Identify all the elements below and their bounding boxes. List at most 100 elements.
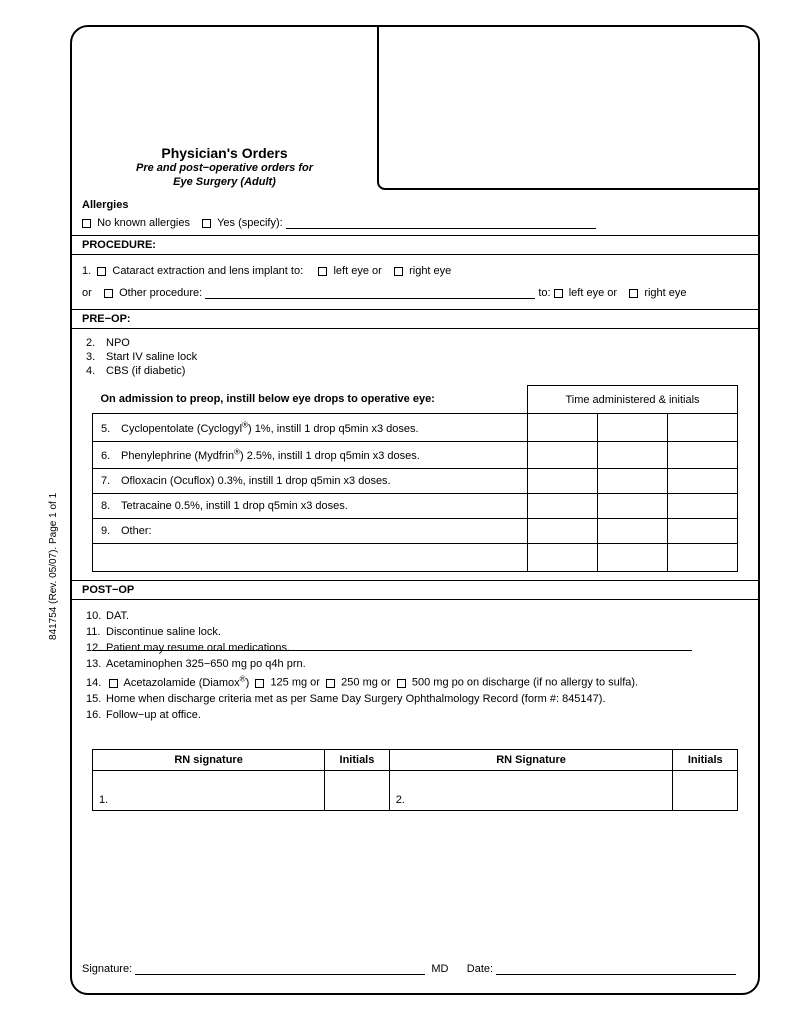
time-cell[interactable] xyxy=(598,414,668,442)
col-init-1: Initials xyxy=(325,749,390,770)
item-num: 9. xyxy=(101,525,121,537)
label-left-eye-1: left eye or xyxy=(333,265,381,277)
table-row xyxy=(93,544,738,572)
md-signature-line[interactable] xyxy=(135,963,425,975)
item-num: 16. xyxy=(86,709,106,721)
other-proc-line[interactable] xyxy=(205,287,535,299)
table-row: 7.Ofloxacin (Ocuflox) 0.3%, instill 1 dr… xyxy=(93,469,738,494)
label-125mg: 125 mg or xyxy=(270,677,320,689)
date-line[interactable] xyxy=(496,963,736,975)
list-item: 4.CBS (if diabetic) xyxy=(86,365,748,377)
title-block: Physician's Orders Pre and post−operativ… xyxy=(72,145,377,190)
checkbox-diamox[interactable] xyxy=(109,679,118,688)
checkbox-cataract[interactable] xyxy=(97,267,106,276)
signature-table: RN signature Initials RN Signature Initi… xyxy=(92,749,738,811)
list-item: 11.Discontinue saline lock. xyxy=(86,626,748,638)
item-text: Follow−up at office. xyxy=(106,709,201,721)
checkbox-other-proc[interactable] xyxy=(104,289,113,298)
time-cell[interactable] xyxy=(598,544,668,572)
item-text: Home when discharge criteria met as per … xyxy=(106,693,606,705)
time-cell[interactable] xyxy=(598,469,668,494)
blank-med-cell[interactable] xyxy=(93,544,528,572)
proc-1-num: 1. xyxy=(82,265,91,277)
checkbox-right-eye-1[interactable] xyxy=(394,267,403,276)
item-num: 13. xyxy=(86,658,106,670)
rn-sig-2[interactable]: 2. xyxy=(389,770,673,810)
time-cell[interactable] xyxy=(598,519,668,544)
init-2[interactable] xyxy=(673,770,738,810)
list-item: 12.Patient may resume oral medications. xyxy=(86,642,748,654)
time-cell[interactable] xyxy=(528,441,598,469)
checkbox-no-allergies[interactable] xyxy=(82,219,91,228)
proc-to: to: xyxy=(538,287,550,299)
title-sub2: Eye Surgery (Adult) xyxy=(72,175,377,189)
label-500mg: 500 mg po on discharge (if no allergy to… xyxy=(412,677,638,689)
list-item: 16.Follow−up at office. xyxy=(86,709,748,721)
time-cell[interactable] xyxy=(668,519,738,544)
item-num: 6. xyxy=(101,450,121,462)
preop-heading: PRE−OP: xyxy=(72,309,758,329)
checkbox-left-eye-1[interactable] xyxy=(318,267,327,276)
procedure-row-2: or Other procedure: to: left eye or righ… xyxy=(72,283,758,309)
item-text: DAT. xyxy=(106,610,129,622)
list-item: 3.Start IV saline lock xyxy=(86,351,748,363)
time-cell[interactable] xyxy=(668,544,738,572)
time-header: Time administered & initials xyxy=(528,386,738,414)
label-other-proc: Other procedure: xyxy=(119,287,202,299)
time-cell[interactable] xyxy=(528,469,598,494)
time-cell[interactable] xyxy=(668,441,738,469)
time-cell[interactable] xyxy=(598,494,668,519)
tab-cutout xyxy=(377,25,760,190)
postop-list: 10.DAT. 11.Discontinue saline lock. 12.P… xyxy=(72,600,758,731)
list-item-14: 14. Acetazolamide (Diamox®) 125 mg or 25… xyxy=(86,674,748,689)
checkbox-125mg[interactable] xyxy=(255,679,264,688)
time-cell[interactable] xyxy=(528,494,598,519)
form-frame: Physician's Orders Pre and post−operativ… xyxy=(70,25,760,995)
time-cell[interactable] xyxy=(528,414,598,442)
item-num: 3. xyxy=(86,351,106,363)
preop-instruct: On admission to preop, instill below eye… xyxy=(101,393,435,405)
item-num: 10. xyxy=(86,610,106,622)
checkbox-left-eye-2[interactable] xyxy=(554,289,563,298)
meds-table: On admission to preop, instill below eye… xyxy=(92,385,738,572)
table-row: 9.Other: xyxy=(93,519,738,544)
item-text: Discontinue saline lock. xyxy=(106,626,221,638)
proc-1-text: Cataract extraction and lens implant to: xyxy=(112,265,303,277)
allergies-row: No known allergies Yes (specify): xyxy=(72,213,758,235)
allergies-specify-line[interactable] xyxy=(286,217,596,229)
label-250mg: 250 mg or xyxy=(341,677,391,689)
item-num: 8. xyxy=(101,500,121,512)
checkbox-500mg[interactable] xyxy=(397,679,406,688)
time-cell[interactable] xyxy=(598,441,668,469)
title-sub1: Pre and post−operative orders for xyxy=(72,161,377,175)
table-row: 8.Tetracaine 0.5%, instill 1 drop q5min … xyxy=(93,494,738,519)
label-no-allergies: No known allergies xyxy=(97,217,190,229)
col-init-2: Initials xyxy=(673,749,738,770)
item-text: Acetaminophen 325−650 mg po q4h prn. xyxy=(106,658,306,670)
table-row: 6.Phenylephrine (Mydfrin®) 2.5%, instill… xyxy=(93,441,738,469)
item-text: NPO xyxy=(106,337,130,349)
row-num: 1. xyxy=(99,794,108,806)
rn-sig-1[interactable]: 1. xyxy=(93,770,325,810)
time-cell[interactable] xyxy=(528,544,598,572)
init-1[interactable] xyxy=(325,770,390,810)
title-main: Physician's Orders xyxy=(72,145,377,161)
label-yes-allergies: Yes (specify): xyxy=(217,217,283,229)
time-cell[interactable] xyxy=(668,414,738,442)
time-cell[interactable] xyxy=(668,494,738,519)
md-label: MD xyxy=(431,963,448,975)
checkbox-yes-allergies[interactable] xyxy=(202,219,211,228)
item-num: 4. xyxy=(86,365,106,377)
postop-heading: POST−OP xyxy=(72,580,758,599)
item-num: 15. xyxy=(86,693,106,705)
item-text: Ofloxacin (Ocuflox) 0.3%, instill 1 drop… xyxy=(121,475,391,487)
checkbox-right-eye-2[interactable] xyxy=(629,289,638,298)
label-left-eye-2: left eye or xyxy=(569,287,617,299)
label-right-eye-1: right eye xyxy=(409,265,451,277)
item-num: 2. xyxy=(86,337,106,349)
time-cell[interactable] xyxy=(668,469,738,494)
time-cell[interactable] xyxy=(528,519,598,544)
item-num: 5. xyxy=(101,423,121,435)
item-text: CBS (if diabetic) xyxy=(106,365,185,377)
checkbox-250mg[interactable] xyxy=(326,679,335,688)
